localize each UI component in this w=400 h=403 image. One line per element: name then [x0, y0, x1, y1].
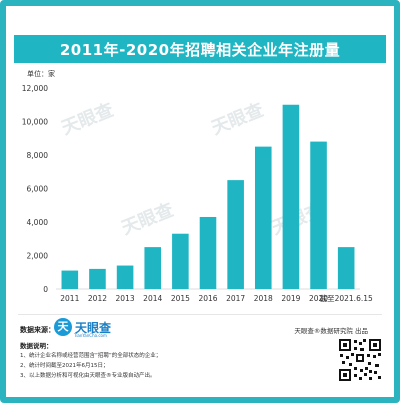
bar-chart: 0 2,000 4,000 6,000 8,000 10,000 12,000 2011 201…	[22, 84, 373, 303]
bar	[282, 104, 300, 289]
note-item: 3、以上数据分析和可视化由天眼查®专业版自动产出。	[20, 373, 156, 379]
y-tick-label: 2,000	[27, 252, 49, 261]
bar	[199, 216, 217, 289]
x-tick-label: 2011	[60, 294, 79, 303]
notes-title: 数据说明：	[20, 342, 53, 350]
y-tick-label: 12,000	[22, 84, 48, 93]
logo-mark-icon: 天	[54, 318, 72, 336]
bar	[116, 265, 134, 289]
x-tick-label: 2020	[309, 294, 328, 303]
x-tick-label: 2018	[254, 294, 273, 303]
credit-text: 天眼查®数据研究院 出品	[294, 327, 368, 335]
note-item: 1、统计企业名称或经营范围含“招聘”的全部状态的企业；	[20, 353, 162, 359]
bar	[89, 268, 106, 289]
logo-subtext: TianYanCha.com	[74, 333, 107, 338]
bar	[254, 146, 272, 289]
tianyancha-logo: 天 天眼查	[54, 318, 111, 336]
bar	[227, 180, 244, 289]
bar	[172, 233, 189, 289]
y-tick-label: 0	[43, 285, 48, 294]
source-label: 数据来源：	[20, 326, 55, 334]
x-tick-label: 2015	[171, 294, 190, 303]
x-tick-label: 2014	[143, 294, 162, 303]
bar	[61, 270, 79, 289]
x-tick-label: 2016	[198, 294, 217, 303]
unit-label: 单位：家	[27, 70, 55, 78]
bar	[144, 247, 162, 289]
bar	[310, 141, 327, 289]
logo-text: 天眼查	[75, 320, 112, 335]
footer-divider	[18, 314, 382, 315]
chart-title: 2011年-2020年招聘相关企业年注册量	[14, 35, 386, 63]
note-item: 2、统计时间截至2021年6月15日；	[20, 363, 109, 369]
y-tick-label: 6,000	[27, 185, 49, 194]
qr-code-icon	[338, 338, 382, 382]
x-tick-label: 2012	[88, 294, 107, 303]
y-tick-label: 10,000	[22, 118, 48, 127]
y-tick-label: 4,000	[27, 218, 49, 227]
x-tick-label: 2017	[226, 294, 245, 303]
x-tick-label: 2013	[116, 294, 135, 303]
y-tick-label: 8,000	[27, 151, 49, 160]
x-tick-label: 2019	[281, 294, 300, 303]
x-tick-label: 截至2021.6.15	[320, 293, 373, 303]
bar	[337, 247, 355, 289]
